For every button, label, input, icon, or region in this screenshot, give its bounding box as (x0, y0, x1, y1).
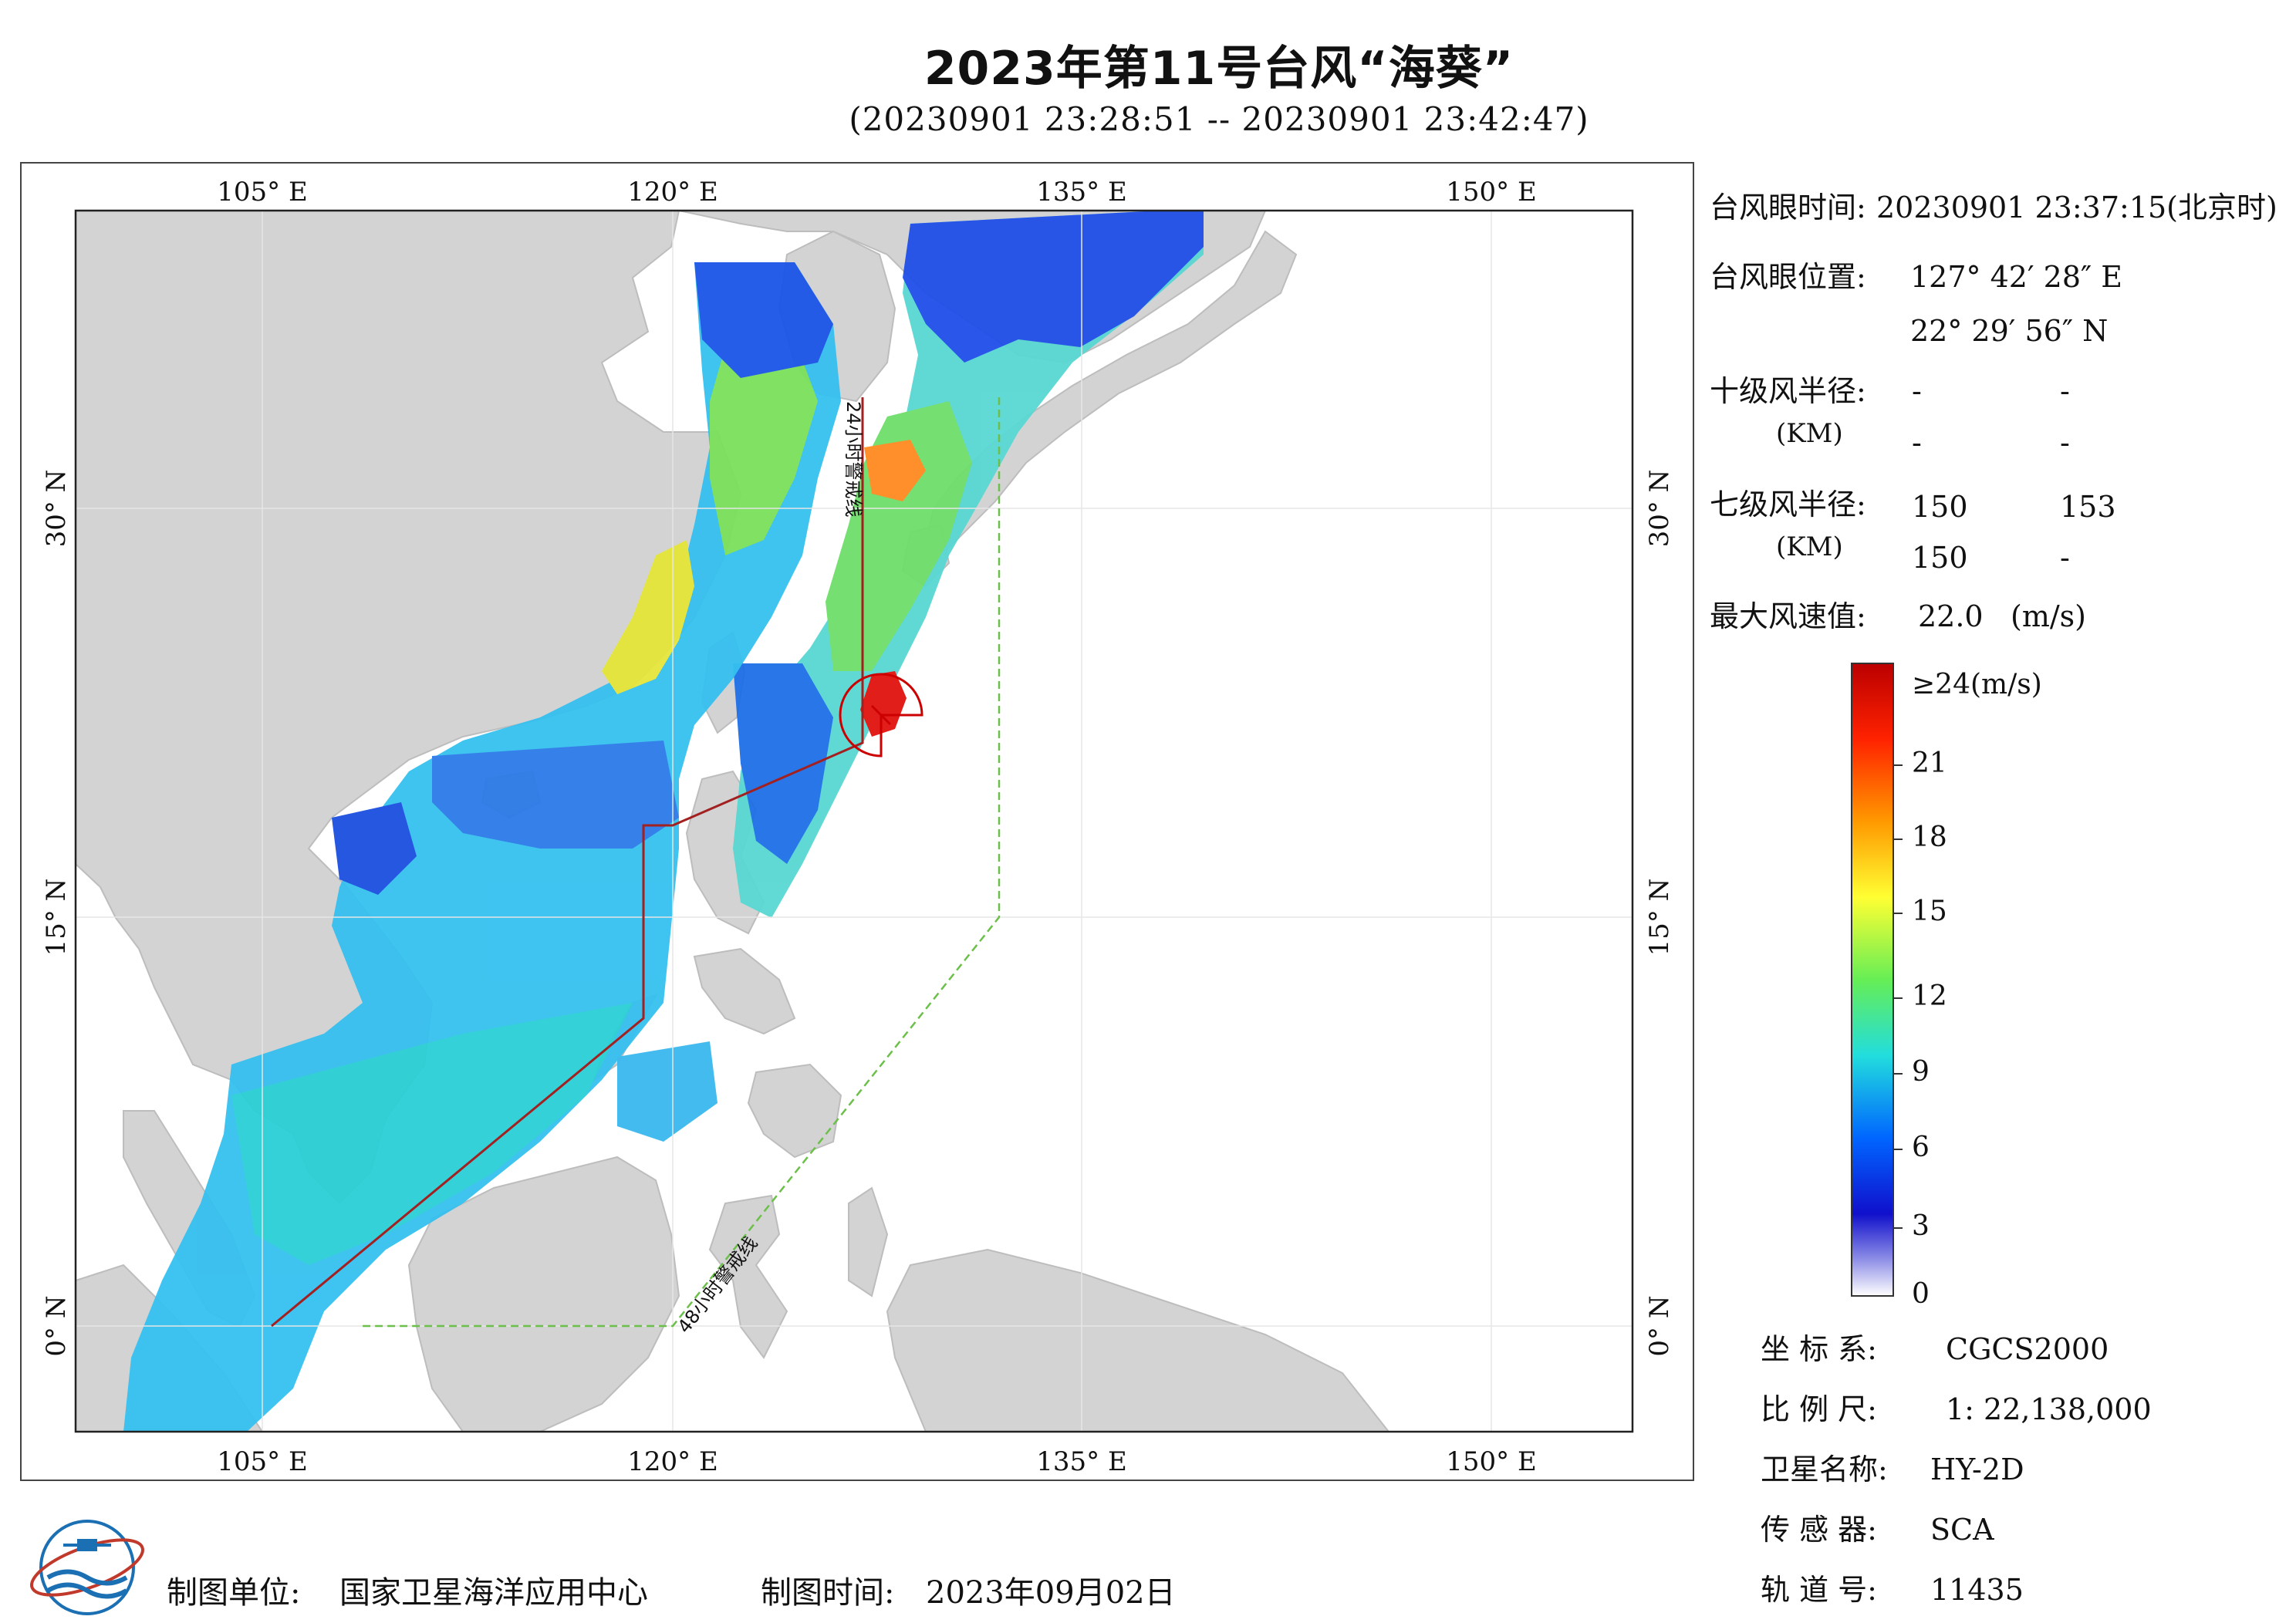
lon-label-top-135: 135° E (1036, 177, 1127, 208)
warning-line-24h (271, 397, 864, 1328)
production-date-label: 制图时间: (761, 1575, 895, 1611)
swath-west-blue-gulf (332, 802, 417, 895)
map-frame (20, 162, 1694, 1481)
colorbar-tick-18: 18 (1912, 822, 1947, 853)
map-subtitle: (20230901 23:28:51 -- 20230901 23:42:47) (849, 100, 1589, 138)
typhoon-eye-marker (839, 673, 923, 758)
colorbar-tick-15: 15 (1912, 896, 1947, 927)
lat-label-right-30: 30° N (1644, 470, 1675, 548)
lat-label-left-15: 15° N (41, 879, 72, 957)
colorbar-tick-6: 6 (1912, 1132, 1930, 1163)
r10-ne: - (1912, 374, 1922, 408)
swath-west-blue-top (694, 262, 833, 378)
swath-west-yellow (602, 540, 694, 694)
swath-west-green (710, 339, 818, 555)
r7-sw: 150 (1912, 541, 1968, 575)
colorbar-tick-3: 3 (1912, 1210, 1930, 1242)
sensor-value: SCA (1930, 1513, 1994, 1547)
swath-core-hot (860, 671, 907, 737)
warning-line-48h (363, 397, 1001, 1328)
land-visayas (693, 947, 796, 1035)
nsoas-logo (30, 1520, 144, 1615)
r10-nw: - (2060, 426, 2070, 460)
swath-east-blue-north (903, 211, 1204, 363)
lat-label-right-15: 15° N (1644, 879, 1675, 957)
orbit-label: 轨 道 号: (1761, 1573, 1877, 1607)
colorbar-top-label: ≥24(m/s) (1912, 669, 2042, 700)
colorbar-tick-21: 21 (1912, 747, 1947, 779)
scale-value: 1: 22,138,000 (1946, 1392, 2152, 1426)
r7-label: 七级风半径: (1710, 488, 1866, 521)
r10-unit: (KM) (1776, 418, 1843, 449)
land-borneo (407, 1156, 680, 1432)
colorbar-tick-9: 9 (1912, 1056, 1930, 1088)
colorbar-tick-12: 12 (1912, 980, 1947, 1012)
lon-label-top-105: 105° E (217, 177, 308, 208)
r7-ne: 150 (1912, 490, 1968, 524)
max-wind-unit: (m/s) (2011, 599, 2086, 633)
land-new-guinea (886, 1248, 1390, 1432)
satellite-label: 卫星名称: (1761, 1453, 1888, 1486)
swath-sulu-patch (617, 1041, 718, 1142)
eye-crosshair (870, 704, 892, 726)
colorbar-gradient (1851, 663, 1894, 1297)
r7-se: 153 (2060, 490, 2116, 524)
r7-nw: - (2060, 541, 2070, 575)
map-plot-border (74, 209, 1634, 1433)
scale-label: 比 例 尺: (1761, 1392, 1877, 1426)
graticule (76, 211, 1633, 1432)
eye-longitude: 127° 42′ 28″ E (1910, 260, 2123, 294)
warning-line-24h-label: 24小时警戒线 (842, 401, 864, 518)
producer-label: 制图单位: (167, 1575, 301, 1611)
colorbar-ticks (1893, 764, 1903, 1229)
land-asia-mainland (76, 211, 742, 1205)
lon-label-top-120: 120° E (627, 177, 718, 208)
eye-position-label: 台风眼位置: (1710, 260, 1866, 294)
info-panel: 台风眼时间: 20230901 23:37:15(北京时) 台风眼位置: 127… (1710, 185, 2296, 1620)
lon-label-bottom-105: 105° E (217, 1446, 308, 1477)
r7-wind-circle (839, 673, 923, 758)
r7-unit: (KM) (1776, 531, 1843, 562)
wind-swath-west (123, 262, 841, 1432)
land-maluku (848, 1186, 889, 1297)
crs-label: 坐 标 系: (1761, 1332, 1877, 1366)
swath-west-blue-sea (432, 741, 679, 849)
colorbar-tick-0: 0 (1912, 1278, 1930, 1310)
lon-label-bottom-135: 135° E (1036, 1446, 1127, 1477)
max-wind-value: 22.0 (1918, 599, 1984, 633)
swath-east-blue-mid (733, 663, 833, 864)
eye-time-label: 台风眼时间: (1710, 191, 1866, 224)
lon-label-bottom-150: 150° E (1446, 1446, 1537, 1477)
crs-value: CGCS2000 (1946, 1332, 2109, 1366)
map-title: 2023年第11号台风“海葵” (923, 42, 1514, 96)
r10-label: 十级风半径: (1710, 374, 1866, 408)
r10-se: - (2060, 374, 2070, 408)
lat-label-left-0: 0° N (41, 1295, 72, 1356)
max-wind-label: 最大风速值: (1710, 599, 1866, 633)
r10-sw: - (1912, 426, 1922, 460)
lat-label-left-30: 30° N (41, 470, 72, 548)
swath-west-cyan-south (231, 1003, 633, 1265)
eye-latitude: 22° 29′ 56″ N (1910, 314, 2109, 348)
producer-value: 国家卫星海洋应用中心 (339, 1575, 648, 1611)
sensor-label: 传 感 器: (1761, 1513, 1877, 1547)
lon-label-top-150: 150° E (1446, 177, 1537, 208)
production-date-value: 2023年09月02日 (926, 1575, 1176, 1611)
swath-north-hot (864, 440, 926, 501)
satellite-value: HY-2D (1930, 1453, 2024, 1486)
eye-time-value: 20230901 23:37:15(北京时) (1876, 191, 2277, 224)
lat-label-right-0: 0° N (1644, 1295, 1675, 1356)
lon-label-bottom-120: 120° E (627, 1446, 718, 1477)
orbit-value: 11435 (1930, 1573, 2024, 1607)
